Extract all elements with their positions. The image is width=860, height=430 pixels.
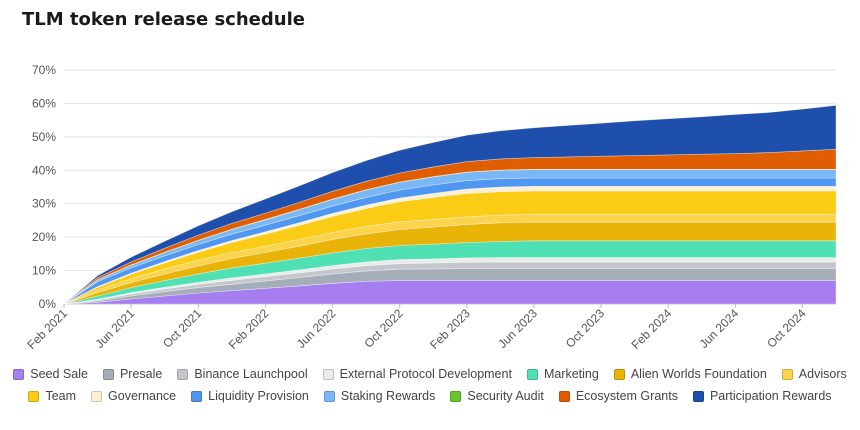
legend-item[interactable]: Binance Launchpool	[177, 367, 308, 381]
stacked-area-chart: 0% 10% 20% 30% 40% 50% 60% 70% Feb 2021 Jun 2021…	[24, 63, 837, 352]
y-tick-label: 10%	[32, 264, 56, 278]
legend-item[interactable]: Liquidity Provision	[191, 389, 309, 403]
legend-swatch	[191, 390, 203, 402]
legend-item[interactable]: Advisors	[781, 367, 847, 381]
legend-item[interactable]: Staking Rewards	[323, 389, 436, 403]
x-axis-ticks: Feb 2021 Jun 2021 Oct 2021 Feb 2022 Jun 2022…	[24, 304, 809, 352]
x-tick-label: Feb 2023	[427, 306, 473, 352]
chart-title: TLM token release schedule	[22, 9, 305, 30]
legend-row: Team Governance Liquidity Provision Staking…	[0, 385, 860, 407]
legend-label: Governance	[108, 389, 177, 403]
legend-item[interactable]: Marketing	[526, 367, 599, 381]
x-tick-label: Feb 2024	[629, 306, 675, 352]
legend-label: Presale	[119, 367, 163, 381]
series-areas	[63, 105, 837, 305]
legend-item[interactable]: External Protocol Development	[322, 367, 512, 381]
legend-label: Advisors	[798, 367, 847, 381]
legend-item[interactable]: Governance	[91, 389, 176, 403]
x-tick-label: Jun 2021	[92, 306, 137, 351]
legend-swatch	[102, 368, 114, 380]
legend-swatch	[322, 368, 334, 380]
legend-swatch	[558, 390, 570, 402]
legend-label: Participation Rewards	[709, 389, 832, 403]
x-tick-label: Feb 2022	[226, 306, 272, 352]
legend-item[interactable]: Participation Rewards	[692, 389, 832, 403]
y-tick-label: 50%	[32, 130, 56, 144]
y-tick-label: 30%	[32, 197, 56, 211]
x-tick-label: Jun 2022	[294, 306, 339, 351]
y-tick-label: 60%	[32, 96, 56, 110]
x-tick-label: Oct 2024	[764, 306, 809, 351]
legend-label: Binance Launchpool	[194, 367, 308, 381]
y-tick-label: 40%	[32, 163, 56, 177]
legend-swatch	[13, 368, 25, 380]
legend-label: External Protocol Development	[339, 367, 512, 381]
legend-swatch	[28, 390, 40, 402]
y-tick-label: 0%	[39, 297, 57, 311]
legend-swatch	[781, 368, 793, 380]
legend-label: Alien Worlds Foundation	[630, 367, 767, 381]
legend-label: Staking Rewards	[340, 389, 436, 403]
legend-item[interactable]: Alien Worlds Foundation	[613, 367, 767, 381]
legend-swatch	[91, 390, 103, 402]
legend-swatch	[526, 368, 538, 380]
y-axis-ticks: 0% 10% 20% 30% 40% 50% 60% 70%	[32, 63, 56, 311]
legend-item[interactable]: Presale	[102, 367, 163, 381]
legend-label: Ecosystem Grants	[575, 389, 678, 403]
x-tick-label: Oct 2021	[160, 306, 205, 351]
x-tick-label: Jun 2024	[697, 306, 742, 351]
area-participation-rewards[interactable]	[63, 105, 837, 305]
x-tick-label: Oct 2022	[361, 306, 406, 351]
legend-swatch	[450, 390, 462, 402]
legend-label: Seed Sale	[30, 367, 88, 381]
legend-item[interactable]: Security Audit	[450, 389, 544, 403]
legend-swatch	[692, 390, 704, 402]
legend-item[interactable]: Team	[28, 389, 76, 403]
x-tick-label: Feb 2021	[24, 306, 70, 352]
legend: Seed Sale Presale Binance Launchpool Extern…	[0, 363, 860, 407]
legend-swatch	[613, 368, 625, 380]
legend-item[interactable]: Ecosystem Grants	[558, 389, 678, 403]
y-tick-label: 70%	[32, 63, 56, 77]
x-tick-label: Oct 2023	[563, 306, 608, 351]
legend-label: Security Audit	[467, 389, 544, 403]
legend-swatch	[177, 368, 189, 380]
legend-label: Team	[45, 389, 77, 403]
legend-label: Liquidity Provision	[208, 389, 309, 403]
legend-item[interactable]: Seed Sale	[13, 367, 88, 381]
legend-label: Marketing	[543, 367, 599, 381]
x-tick-label: Jun 2023	[495, 306, 540, 351]
legend-swatch	[323, 390, 335, 402]
legend-row: Seed Sale Presale Binance Launchpool Extern…	[0, 363, 860, 385]
y-tick-label: 20%	[32, 230, 56, 244]
